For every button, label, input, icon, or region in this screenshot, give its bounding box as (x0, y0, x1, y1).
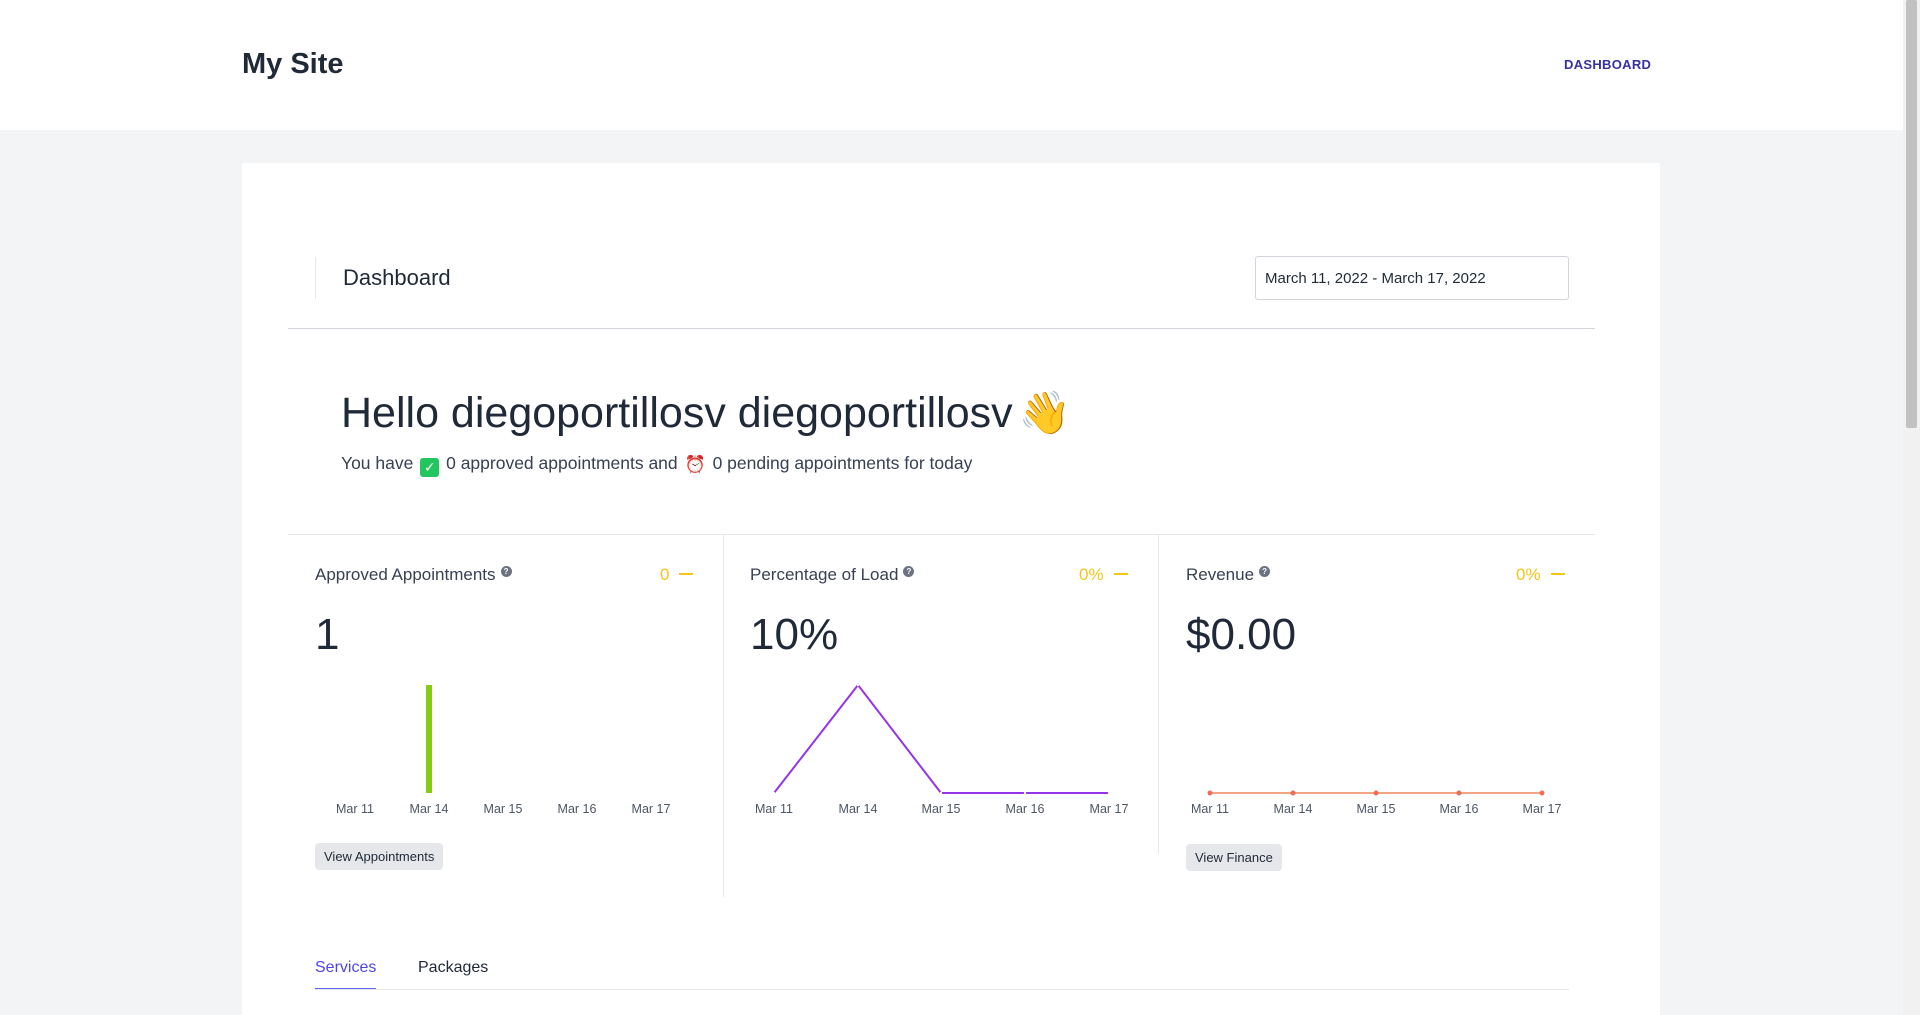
chart-point (939, 791, 943, 795)
header-divider (288, 328, 1595, 329)
tabs-underline (315, 989, 1569, 990)
stats-divider (288, 534, 1595, 535)
flat-trend-icon (1113, 573, 1128, 575)
stats-column-separator (1158, 534, 1159, 854)
pending-count-text: 0 pending appointments for today (712, 453, 973, 473)
nav-dashboard-link[interactable]: DASHBOARD (1564, 57, 1652, 72)
page-title: Dashboard (343, 265, 451, 290)
stat-delta-value: 0% (1516, 565, 1541, 584)
date-range-picker[interactable]: March 11, 2022 - March 17, 2022 (1255, 256, 1569, 300)
stat-title-load: Percentage of Load? (750, 565, 915, 585)
subline-prefix: You have (341, 453, 414, 473)
chart-tick-label: Mar 16 (1006, 802, 1045, 816)
approved-appointments-chart: Mar 11 Mar 14 Mar 15 Mar 16 Mar 17 (336, 685, 671, 816)
greeting-text: Hello diegoportillosv diegoportillosv (341, 389, 1013, 437)
chart-point (856, 683, 860, 687)
chart-point (1023, 791, 1027, 795)
stat-value-load: 10% (750, 610, 839, 659)
chart-tick-label: Mar 17 (632, 802, 671, 816)
stat-delta-value: 0% (1079, 565, 1104, 584)
chart-point (1373, 790, 1379, 796)
chart-line (773, 683, 1109, 794)
help-icon[interactable]: ? (500, 566, 512, 577)
chart-tick-label: Mar 11 (1191, 802, 1229, 816)
stat-delta-load: 0% (1079, 565, 1128, 585)
chart-tick-label: Mar 17 (1523, 802, 1562, 816)
scrollbar-thumb[interactable] (1906, 0, 1917, 428)
approved-count-text: 0 approved appointments and (446, 453, 678, 473)
chart-point (772, 791, 776, 795)
alarm-clock-icon: ⏰ (684, 455, 706, 474)
stat-title-approved: Approved Appointments? (315, 565, 512, 585)
chart-point (1207, 790, 1213, 796)
chart-tick-label: Mar 14 (839, 802, 878, 816)
page-scrollbar[interactable] (1903, 0, 1920, 1015)
chart-point (1290, 790, 1296, 796)
greeting-title: Hello diegoportillosv diegoportillosv 👋 (341, 389, 1071, 438)
stat-value-approved: 1 (315, 610, 340, 659)
tab-packages[interactable]: Packages (418, 959, 489, 976)
stat-title-label: Approved Appointments (315, 565, 496, 584)
waving-hand-icon: 👋 (1018, 389, 1071, 436)
chart-bar (426, 685, 432, 793)
chart-tick-label: Mar 15 (1357, 802, 1396, 816)
stat-title-label: Revenue (1186, 565, 1255, 584)
stats-column-separator (723, 534, 724, 897)
chart-point (1107, 791, 1111, 795)
chart-tick-label: Mar 15 (484, 802, 523, 816)
flat-trend-icon (679, 573, 694, 575)
chart-tick-label: Mar 16 (1440, 802, 1479, 816)
stat-title-label: Percentage of Load (750, 565, 899, 584)
view-finance-button[interactable]: View Finance (1186, 844, 1282, 871)
chart-tick-label: Mar 11 (755, 802, 793, 816)
chart-tick-label: Mar 11 (336, 802, 374, 816)
help-icon[interactable]: ? (903, 566, 915, 577)
chart-tick-label: Mar 17 (1090, 802, 1129, 816)
chart-tick-label: Mar 15 (922, 802, 961, 816)
revenue-chart: Mar 11 Mar 14 Mar 15 Mar 16 Mar 17 (1191, 790, 1562, 816)
load-percentage-chart: Mar 11 Mar 14 Mar 15 Mar 16 Mar 17 (755, 683, 1129, 816)
chart-point (1539, 790, 1545, 796)
stat-delta-revenue: 0% (1516, 565, 1565, 585)
site-title[interactable]: My Site (242, 48, 344, 80)
flat-trend-icon (1550, 573, 1565, 575)
stat-title-revenue: Revenue? (1186, 565, 1271, 585)
chart-tick-label: Mar 14 (410, 802, 449, 816)
greeting-subline: You have ✓ 0 approved appointments and ⏰… (341, 453, 972, 477)
check-mark-icon: ✓ (420, 458, 440, 477)
help-icon[interactable]: ? (1259, 566, 1271, 577)
chart-tick-label: Mar 16 (558, 802, 597, 816)
stat-delta-approved: 0 (660, 565, 694, 585)
stat-delta-value: 0 (660, 565, 670, 584)
stat-value-revenue: $0.00 (1186, 610, 1297, 659)
chart-tick-label: Mar 14 (1274, 802, 1313, 816)
tab-services[interactable]: Services (315, 959, 377, 990)
chart-point (1456, 790, 1462, 796)
view-appointments-button[interactable]: View Appointments (315, 843, 444, 870)
dashboard-header: Dashboard (315, 257, 451, 299)
top-bar: My Site DASHBOARD (0, 0, 1903, 130)
dashboard-card (242, 163, 1660, 1015)
